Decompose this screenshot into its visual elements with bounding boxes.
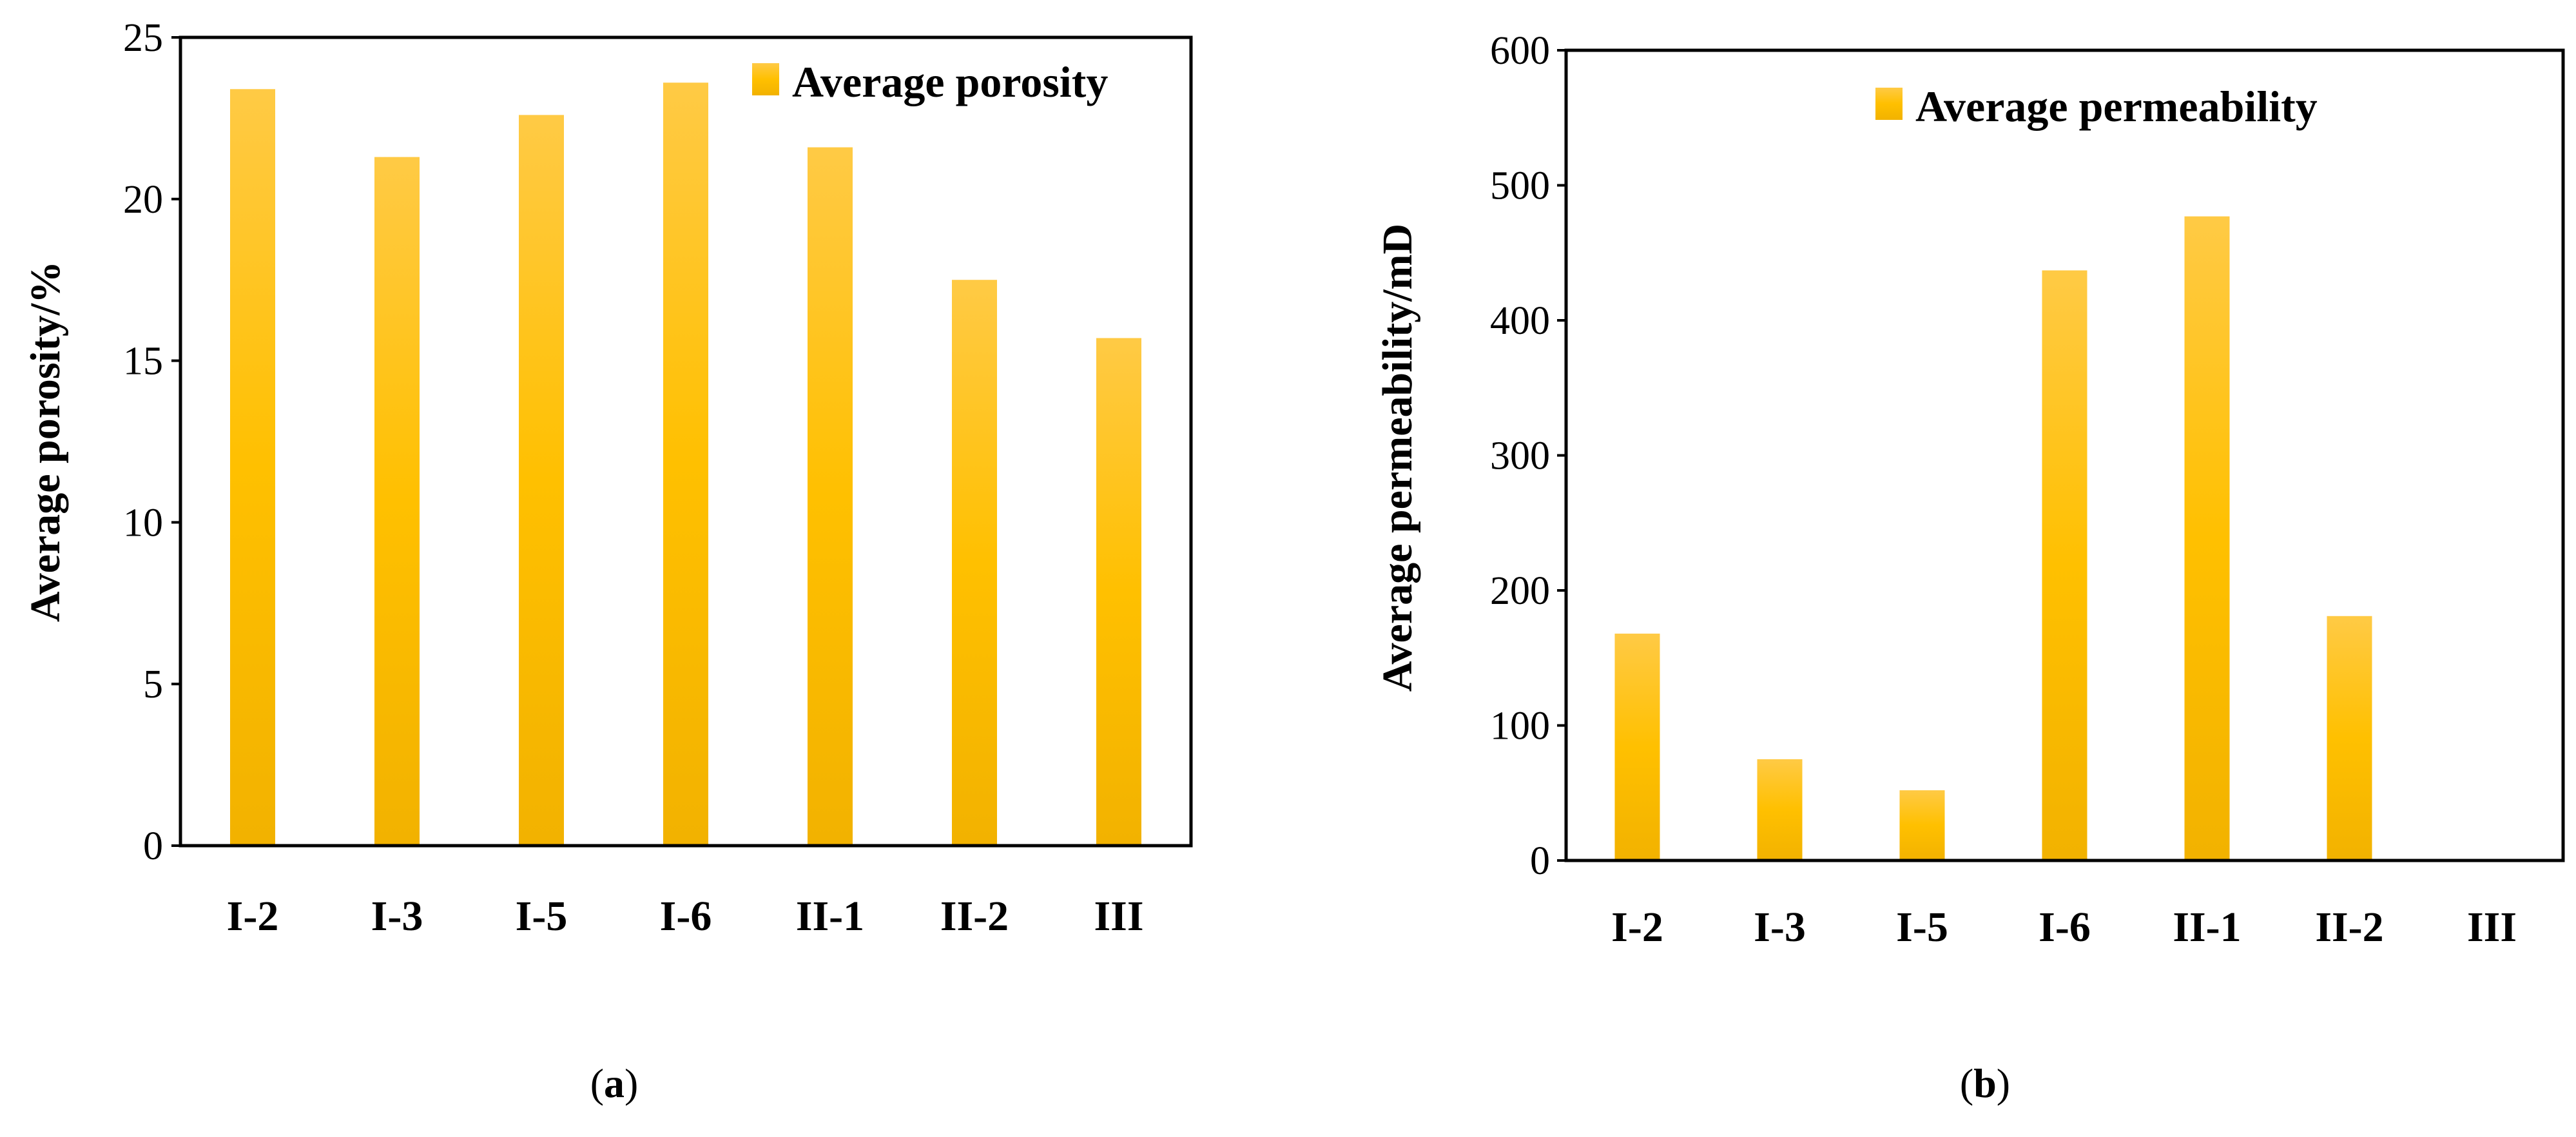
y-tick-label-a: 10 — [123, 501, 163, 545]
x-category-label-a: II-2 — [940, 893, 1009, 940]
x-category-label-a: I-5 — [516, 893, 568, 940]
bar-a-III — [1096, 338, 1141, 846]
bar-a-I-2 — [230, 89, 275, 846]
panel-letter-b: b — [1973, 1060, 1997, 1106]
panel-label-a: (a) — [590, 1060, 639, 1106]
x-category-label-b: II-2 — [2315, 904, 2383, 951]
x-category-label-b: I-3 — [1754, 904, 1806, 951]
x-category-label-a: II-1 — [796, 893, 864, 940]
x-category-label-a: I-6 — [660, 893, 712, 940]
x-category-label-a: I-2 — [227, 893, 279, 940]
panel-letter-a: a — [604, 1060, 625, 1106]
panel-label-b: (b) — [1960, 1060, 2010, 1106]
y-tick-label-b: 300 — [1490, 434, 1550, 478]
x-category-label-b: II-1 — [2173, 904, 2241, 951]
x-category-label-b: III — [2467, 904, 2517, 951]
bar-b-I-6 — [2042, 270, 2087, 860]
legend-swatch-b — [1875, 88, 1903, 120]
y-tick-label-b: 500 — [1490, 164, 1550, 208]
y-tick-label-b: 200 — [1490, 569, 1550, 613]
chart-permeability: 0 100 200 300 400 500 600 I-2 I-3 I-5 I-6 II-1 II-2 I… — [1374, 29, 2565, 1106]
y-tick-label-a: 0 — [143, 824, 163, 868]
x-category-label-b: I-2 — [1611, 904, 1663, 951]
y-tick-label-a: 5 — [143, 663, 163, 706]
y-tick-label-b: 400 — [1490, 299, 1550, 343]
x-category-label-b: I-6 — [2039, 904, 2091, 951]
bar-a-II-1 — [808, 147, 853, 846]
y-axis-label-b: Average permeability/mD — [1374, 224, 1421, 692]
y-tick-label-a: 15 — [123, 340, 163, 384]
bar-b-I-3 — [1757, 759, 1803, 860]
y-tick-label-a: 25 — [123, 16, 163, 60]
y-tick-label-a: 20 — [123, 178, 163, 222]
y-axis-label-a: Average porosity/% — [22, 261, 69, 622]
x-category-label-a: III — [1094, 893, 1143, 940]
legend-label-a: Average porosity — [792, 57, 1108, 106]
legend-swatch-a — [752, 63, 779, 95]
x-category-label-a: I-3 — [371, 893, 423, 940]
bar-a-I-5 — [519, 115, 564, 846]
y-tick-label-b: 600 — [1490, 29, 1550, 73]
x-category-label-b: I-5 — [1896, 904, 1948, 951]
bar-a-II-2 — [952, 280, 997, 846]
chart-porosity: 0 5 10 15 20 25 I-2 I-3 I-5 I-6 II-1 II-2 III Average… — [22, 16, 1193, 1106]
y-tick-label-b: 100 — [1490, 705, 1550, 748]
bar-b-I-5 — [1899, 790, 1945, 860]
bar-a-I-3 — [374, 157, 420, 846]
y-tick-label-b: 0 — [1530, 839, 1550, 883]
legend-label-b: Average permeability — [1915, 82, 2318, 131]
bar-b-I-2 — [1614, 634, 1660, 860]
bar-b-II-2 — [2327, 616, 2372, 860]
bar-a-I-6 — [663, 83, 708, 846]
bar-b-II-1 — [2184, 216, 2230, 860]
